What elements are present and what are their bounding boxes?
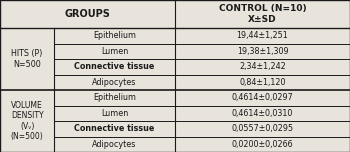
Text: 0,84±1,120: 0,84±1,120 [239, 78, 286, 87]
Text: GROUPS: GROUPS [64, 9, 111, 19]
Text: Connective tissue: Connective tissue [75, 62, 155, 71]
Text: Connective tissue: Connective tissue [75, 124, 155, 133]
Text: Lumen: Lumen [101, 109, 128, 118]
Text: 0,4614±0,0310: 0,4614±0,0310 [232, 109, 293, 118]
Text: Adipocytes: Adipocytes [92, 140, 137, 149]
Text: Epithelium: Epithelium [93, 31, 136, 40]
Text: VOLUME
DENSITY
(Vᵥ)
(N=500): VOLUME DENSITY (Vᵥ) (N=500) [11, 101, 43, 141]
Text: 0,0200±0,0266: 0,0200±0,0266 [232, 140, 293, 149]
Text: 0,0557±0,0295: 0,0557±0,0295 [231, 124, 294, 133]
Text: Adipocytes: Adipocytes [92, 78, 137, 87]
Text: Epithelium: Epithelium [93, 93, 136, 102]
Text: 0,4614±0,0297: 0,4614±0,0297 [232, 93, 293, 102]
Text: Lumen: Lumen [101, 47, 128, 56]
Text: 2,34±1,242: 2,34±1,242 [239, 62, 286, 71]
Text: 19,44±1,251: 19,44±1,251 [237, 31, 288, 40]
Text: 19,38±1,309: 19,38±1,309 [237, 47, 288, 56]
Text: CONTROL (N=10)
X±SD: CONTROL (N=10) X±SD [219, 4, 306, 24]
Text: HITS (P)
N=500: HITS (P) N=500 [12, 49, 43, 69]
